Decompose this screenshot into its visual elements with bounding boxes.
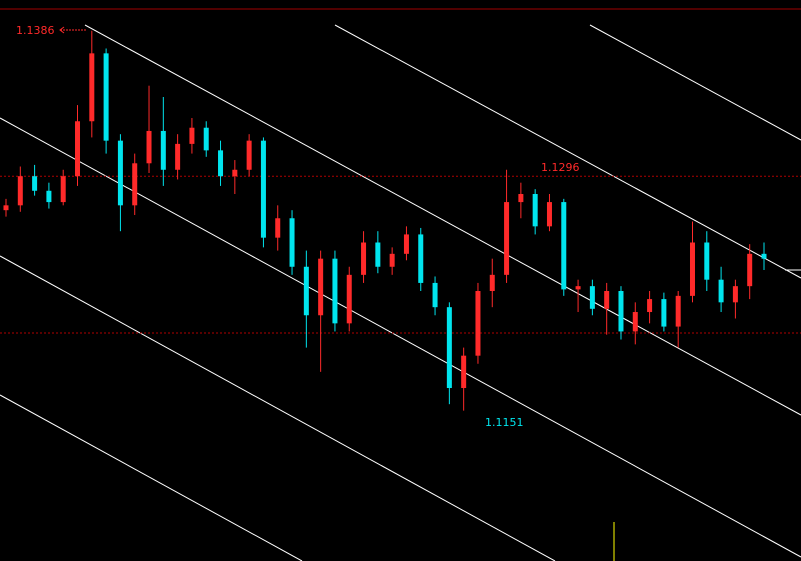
candle-body bbox=[3, 205, 9, 211]
annotation: 1.1151 bbox=[485, 416, 524, 429]
candle-body bbox=[446, 307, 452, 389]
candle-body bbox=[260, 140, 266, 238]
candle-body bbox=[46, 190, 52, 203]
candle-body bbox=[561, 202, 567, 290]
candle-body bbox=[318, 258, 324, 316]
candle-body bbox=[361, 242, 367, 275]
candle-body bbox=[89, 53, 95, 122]
candle-body bbox=[589, 286, 595, 309]
candle-body bbox=[160, 130, 166, 170]
candle-body bbox=[146, 130, 152, 164]
candle-body bbox=[389, 253, 395, 267]
candle-body bbox=[403, 234, 409, 254]
candle-body bbox=[346, 274, 352, 324]
candle-body bbox=[189, 127, 195, 144]
candle-body bbox=[532, 194, 538, 227]
candles bbox=[3, 30, 767, 411]
candle-body bbox=[432, 282, 438, 308]
candle-body bbox=[647, 299, 653, 313]
candle-body bbox=[518, 194, 524, 203]
candle-body bbox=[303, 266, 309, 316]
candle-body bbox=[32, 176, 38, 191]
candle-body bbox=[546, 202, 552, 227]
channel-line bbox=[334, 24, 801, 279]
candle-body bbox=[689, 242, 695, 296]
candle-body bbox=[461, 355, 467, 389]
annotation: 1.1296 bbox=[541, 161, 580, 174]
candle-body bbox=[732, 286, 738, 303]
candle-body bbox=[618, 291, 624, 332]
candle-body bbox=[504, 202, 510, 275]
arrow-head bbox=[59, 26, 65, 34]
candle-body bbox=[117, 140, 123, 206]
candle-body bbox=[75, 121, 81, 177]
candle-body bbox=[475, 291, 481, 356]
candle-body bbox=[632, 312, 638, 332]
channel-line bbox=[589, 24, 801, 141]
annotation: 1.1386 bbox=[16, 24, 55, 37]
candle-body bbox=[375, 242, 381, 267]
candle-body bbox=[246, 140, 252, 170]
candle-body bbox=[203, 127, 209, 151]
candle-body bbox=[275, 218, 281, 238]
candle-body bbox=[289, 218, 295, 267]
channel-line bbox=[0, 394, 303, 561]
candle-body bbox=[718, 279, 724, 303]
candle-body bbox=[218, 150, 224, 177]
candle-body bbox=[761, 253, 767, 259]
candle-body bbox=[332, 258, 338, 324]
channel-line bbox=[0, 255, 556, 561]
candle-body bbox=[661, 299, 667, 327]
candle-body bbox=[489, 274, 495, 292]
candle-body bbox=[17, 176, 23, 206]
candle-body bbox=[132, 163, 138, 206]
candle-body bbox=[575, 286, 581, 290]
candle-body bbox=[60, 176, 66, 203]
candle-body bbox=[418, 234, 424, 283]
candle-body bbox=[675, 295, 681, 327]
channel-line bbox=[84, 24, 801, 416]
candle-body bbox=[747, 253, 753, 287]
candle-body bbox=[175, 143, 181, 170]
candle-body bbox=[604, 291, 610, 309]
candle-body bbox=[704, 242, 710, 280]
candle-body bbox=[232, 169, 238, 177]
candle-body bbox=[103, 53, 109, 141]
